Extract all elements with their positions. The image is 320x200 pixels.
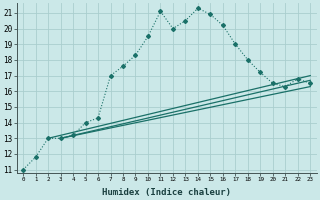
- X-axis label: Humidex (Indice chaleur): Humidex (Indice chaleur): [102, 188, 231, 197]
